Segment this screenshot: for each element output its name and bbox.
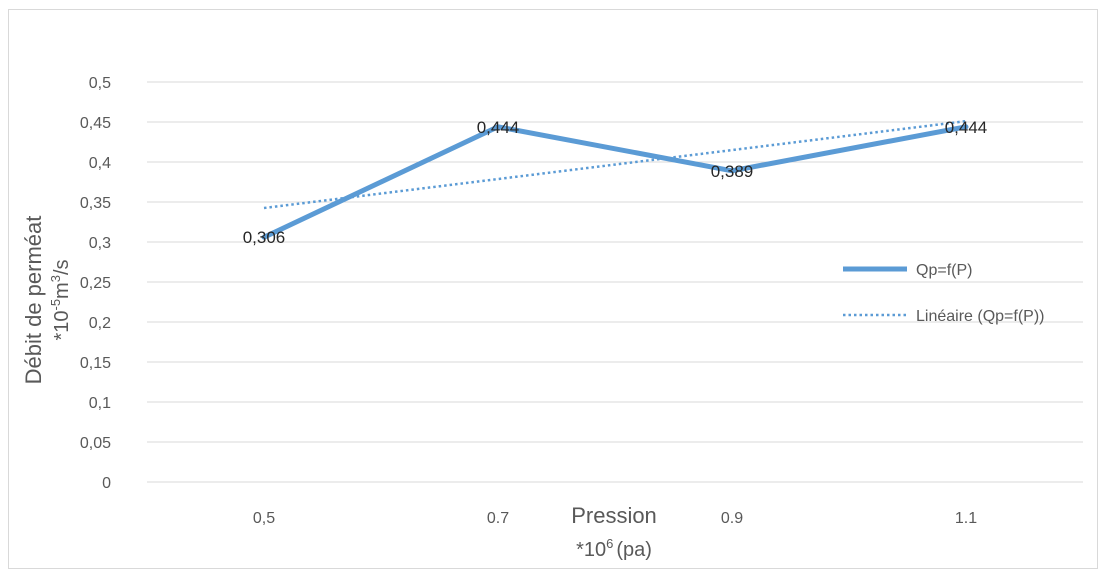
y-axis-unit-superscript-1: -5 xyxy=(48,299,63,311)
data-labels: 0,306 0,444 0,389 0,444 xyxy=(243,118,988,247)
trendline-series xyxy=(264,121,966,208)
series-layer xyxy=(264,121,966,237)
y-tick-label: 0,05 xyxy=(80,435,111,452)
y-axis-title: Débit de perméat xyxy=(21,216,46,385)
y-tick-label: 0,1 xyxy=(89,395,111,412)
data-label: 0,444 xyxy=(945,118,988,137)
y-tick-label: 0,2 xyxy=(89,315,111,332)
x-tick-label: 0,5 xyxy=(253,510,275,527)
x-axis-unit-prefix: *10 xyxy=(576,539,606,561)
x-axis-title: Pression xyxy=(571,503,657,528)
x-axis-unit-superscript: 6 xyxy=(606,536,613,551)
data-label: 0,389 xyxy=(711,162,754,181)
gridlines xyxy=(147,82,1083,482)
y-tick-label: 0,4 xyxy=(89,155,111,172)
y-axis-unit-suffix: /s xyxy=(51,259,73,275)
data-label: 0,306 xyxy=(243,228,286,247)
y-axis-unit-prefix: *10 xyxy=(51,311,73,341)
x-tick-label: 0.7 xyxy=(487,510,509,527)
y-tick-label: 0,25 xyxy=(80,275,111,292)
y-axis-unit-m: m xyxy=(51,282,73,299)
x-tick-label: 0.9 xyxy=(721,510,743,527)
y-axis-tick-labels: 0 0,05 0,1 0,15 0,2 0,25 0,3 0,35 0,4 0,45 0,5 xyxy=(80,75,111,492)
data-label: 0,444 xyxy=(477,118,520,137)
y-axis-unit-superscript-2: 3 xyxy=(48,275,63,282)
y-tick-label: 0,3 xyxy=(89,235,111,252)
x-axis-unit-suffix: (pa) xyxy=(616,539,652,561)
legend-label-linear: Linéaire (Qp=f(P)) xyxy=(916,308,1045,325)
y-tick-label: 0,15 xyxy=(80,355,111,372)
x-tick-label: 1.1 xyxy=(955,510,977,527)
y-axis-unit: *10-5m3/s xyxy=(48,259,73,340)
legend-label-qp: Qp=f(P) xyxy=(916,262,972,279)
y-tick-label: 0,35 xyxy=(80,195,111,212)
data-series-line xyxy=(264,127,966,237)
legend: Qp=f(P) Linéaire (Qp=f(P)) xyxy=(843,262,1045,325)
y-tick-label: 0 xyxy=(102,475,111,492)
y-tick-label: 0,5 xyxy=(89,75,111,92)
y-tick-label: 0,45 xyxy=(80,115,111,132)
x-axis-unit: *106 (pa) xyxy=(576,536,652,561)
